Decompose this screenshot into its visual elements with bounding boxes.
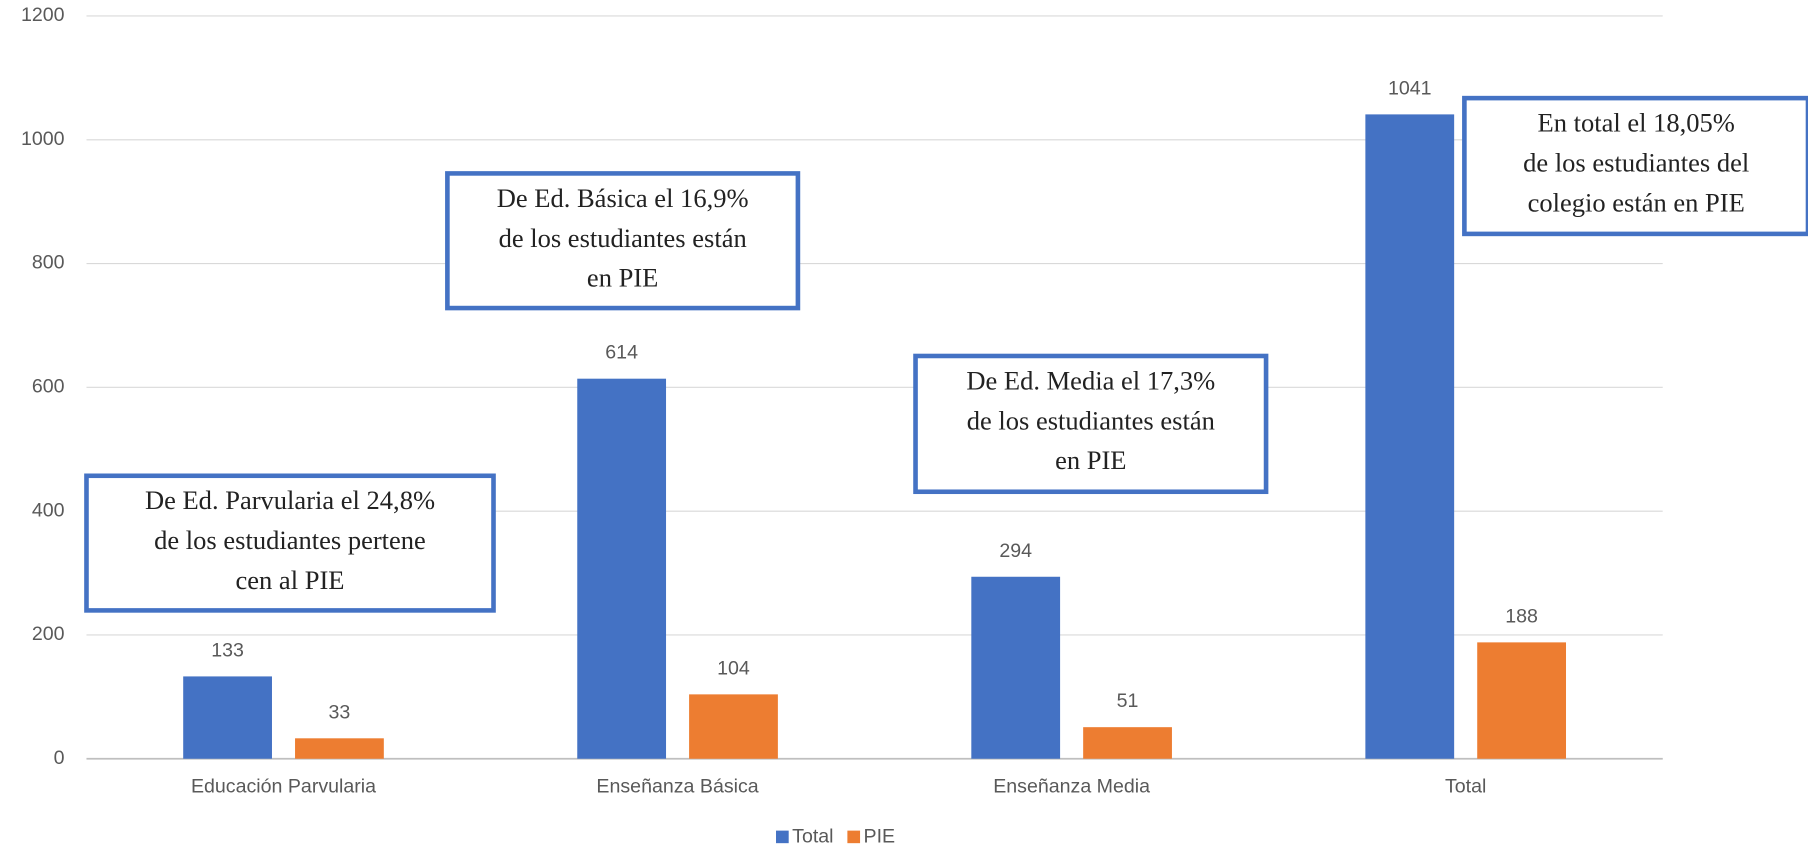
bar bbox=[1365, 114, 1455, 759]
y-tick-label: 800 bbox=[32, 252, 65, 274]
annotation-text: cen al PIE bbox=[236, 565, 345, 595]
legend-label: PIE bbox=[864, 826, 896, 848]
data-label: 33 bbox=[329, 701, 351, 723]
annotation-text: colegio están en PIE bbox=[1528, 188, 1745, 218]
annotation-text: en PIE bbox=[1055, 445, 1126, 475]
data-label: 133 bbox=[211, 640, 244, 662]
legend-swatch bbox=[847, 830, 861, 844]
annotation-text: de los estudiantes del bbox=[1523, 148, 1749, 178]
y-tick-label: 1200 bbox=[21, 4, 65, 26]
bar bbox=[577, 378, 667, 759]
legend-label: Total bbox=[792, 826, 833, 848]
bar bbox=[689, 694, 778, 759]
data-label: 614 bbox=[605, 342, 638, 364]
annotation-text: de los estudiantes están bbox=[967, 405, 1215, 435]
annotation-text: De Ed. Básica el 16,9% bbox=[497, 183, 749, 213]
y-tick-label: 400 bbox=[32, 499, 65, 521]
annotation-text: De Ed. Media el 17,3% bbox=[966, 366, 1215, 396]
annotation-box bbox=[1462, 95, 1808, 237]
annotation-text: en PIE bbox=[587, 263, 658, 293]
bar bbox=[1083, 727, 1172, 759]
annotation-text: de los estudiantes pertene bbox=[154, 525, 426, 555]
y-tick-label: 200 bbox=[32, 623, 65, 645]
x-tick-label: Total bbox=[1445, 775, 1486, 797]
annotation-text: De Ed. Parvularia el 24,8% bbox=[145, 485, 435, 515]
annotation-box bbox=[84, 473, 496, 613]
bar bbox=[183, 676, 272, 759]
data-label: 51 bbox=[1117, 690, 1139, 712]
data-label: 1041 bbox=[1388, 78, 1432, 100]
x-tick-label: Enseñanza Básica bbox=[596, 775, 758, 797]
bar bbox=[971, 576, 1061, 759]
annotation-box bbox=[445, 171, 801, 311]
x-tick-label: Educación Parvularia bbox=[191, 775, 376, 797]
data-label: 294 bbox=[999, 540, 1032, 562]
bar bbox=[295, 738, 384, 759]
data-label: 188 bbox=[1505, 605, 1538, 627]
legend-swatch bbox=[776, 830, 789, 844]
annotation-text: En total el 18,05% bbox=[1538, 108, 1735, 138]
y-tick-label: 600 bbox=[32, 376, 65, 398]
bar bbox=[1477, 642, 1567, 759]
y-tick-label: 1000 bbox=[21, 128, 65, 150]
annotation-box bbox=[913, 353, 1269, 495]
y-tick-label: 0 bbox=[54, 747, 65, 769]
x-tick-label: Enseñanza Media bbox=[993, 775, 1150, 797]
data-label: 104 bbox=[717, 657, 750, 679]
annotation-text: de los estudiantes están bbox=[499, 223, 747, 253]
